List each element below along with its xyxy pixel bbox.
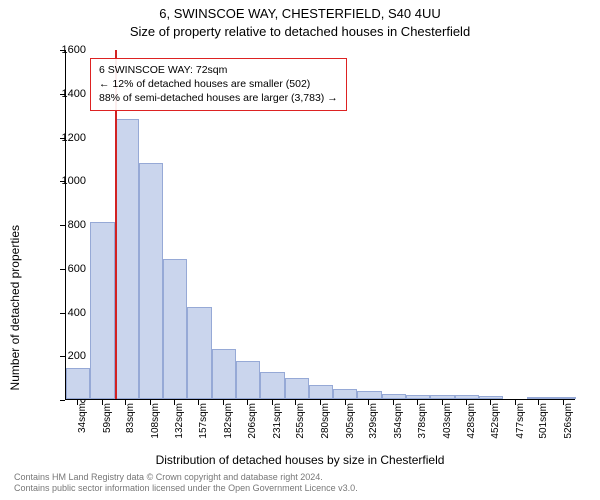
x-tick-label: 452sqm	[490, 403, 501, 451]
histogram-bar	[285, 378, 309, 399]
x-tick-label: 206sqm	[247, 403, 258, 451]
histogram-bar	[163, 259, 187, 399]
y-axis-label: Number of detached properties	[8, 142, 22, 307]
attribution-line: Contains public sector information licen…	[14, 483, 358, 494]
annotation-line: 88% of semi-detached houses are larger (…	[99, 91, 338, 105]
x-tick-label: 501sqm	[538, 403, 549, 451]
annotation-line: ← 12% of detached houses are smaller (50…	[99, 77, 338, 91]
histogram-bar	[115, 119, 139, 399]
histogram-bar	[430, 395, 454, 399]
histogram-bar	[333, 389, 357, 399]
x-tick-label: 108sqm	[150, 403, 161, 451]
chart-title: Size of property relative to detached ho…	[0, 24, 600, 39]
x-tick-label: 132sqm	[174, 403, 185, 451]
x-axis-label: Distribution of detached houses by size …	[0, 453, 600, 467]
x-tick-label: 34sqm	[77, 403, 88, 451]
x-tick-label: 403sqm	[442, 403, 453, 451]
x-tick-label: 378sqm	[417, 403, 428, 451]
address-line: 6, SWINSCOE WAY, CHESTERFIELD, S40 4UU	[0, 6, 600, 21]
x-tick-label: 280sqm	[320, 403, 331, 451]
histogram-bar	[260, 372, 284, 399]
histogram-bar	[66, 368, 90, 399]
histogram-bar	[479, 396, 503, 399]
figure: 6, SWINSCOE WAY, CHESTERFIELD, S40 4UU S…	[0, 0, 600, 500]
histogram-bar	[212, 349, 236, 399]
histogram-bar	[527, 397, 551, 399]
histogram-bar	[455, 395, 479, 399]
histogram-bar	[357, 391, 381, 399]
x-tick-label: 329sqm	[368, 403, 379, 451]
x-tick-label: 231sqm	[272, 403, 283, 451]
histogram-bar	[406, 395, 430, 399]
attribution: Contains HM Land Registry data © Crown c…	[14, 472, 358, 495]
x-tick-label: 83sqm	[125, 403, 136, 451]
attribution-line: Contains HM Land Registry data © Crown c…	[14, 472, 358, 483]
x-tick-label: 477sqm	[515, 403, 526, 451]
x-tick-label: 59sqm	[102, 403, 113, 451]
x-tick-label: 157sqm	[198, 403, 209, 451]
histogram-bar	[552, 397, 576, 399]
x-tick-label: 182sqm	[223, 403, 234, 451]
histogram-bar	[236, 361, 260, 399]
histogram-bar	[187, 307, 211, 399]
histogram-bar	[90, 222, 114, 399]
annotation-line: 6 SWINSCOE WAY: 72sqm	[99, 63, 338, 77]
histogram-bar	[139, 163, 163, 399]
x-tick-label: 354sqm	[393, 403, 404, 451]
x-tick-label: 526sqm	[563, 403, 574, 451]
x-tick-label: 428sqm	[466, 403, 477, 451]
histogram-bar	[309, 385, 333, 399]
annotation-box: 6 SWINSCOE WAY: 72sqm ← 12% of detached …	[90, 58, 347, 111]
x-tick-label: 255sqm	[295, 403, 306, 451]
x-tick-label: 305sqm	[345, 403, 356, 451]
histogram-bar	[382, 394, 406, 399]
